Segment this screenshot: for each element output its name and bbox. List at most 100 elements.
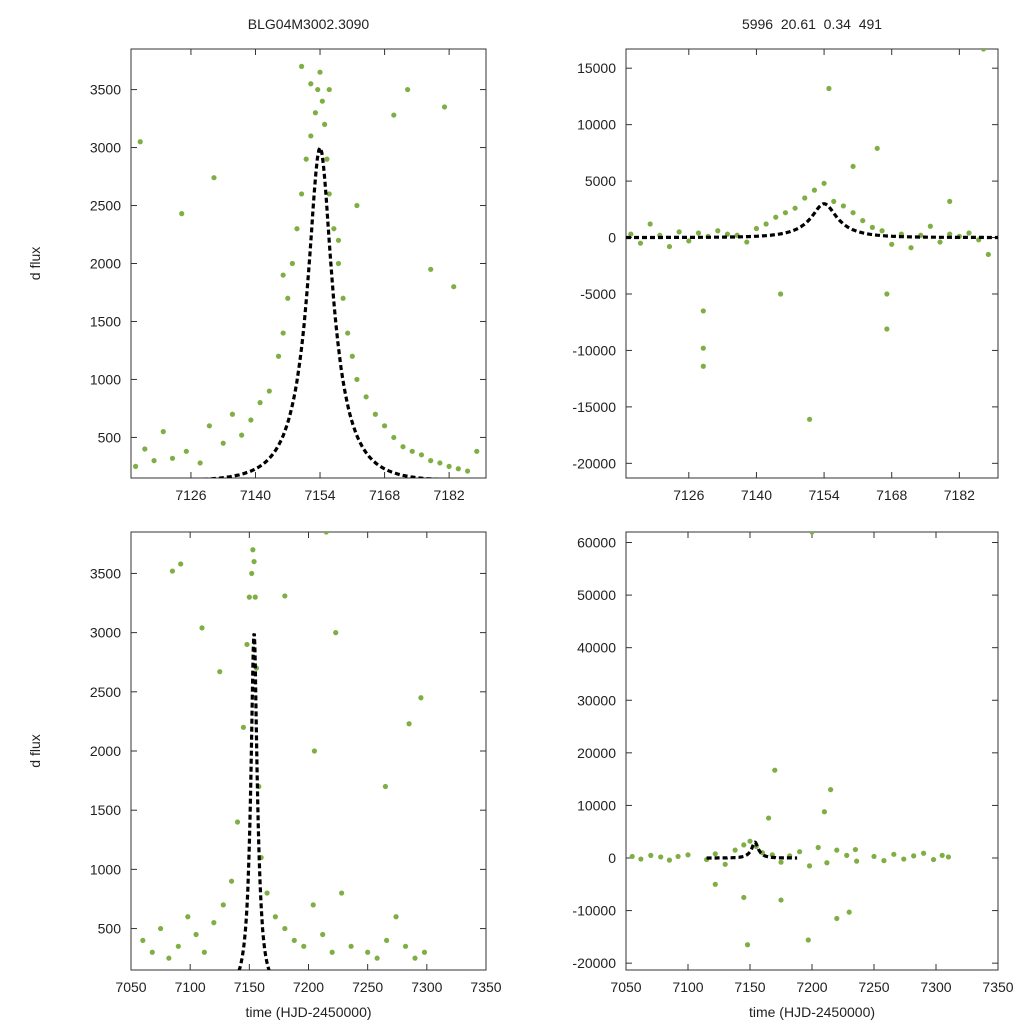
- data-point: [821, 809, 828, 815]
- y-tick-label: -20000: [572, 955, 616, 971]
- data-point: [647, 221, 653, 227]
- y-tick-label: 2000: [90, 256, 121, 272]
- data-point: [676, 229, 682, 235]
- data-point: [637, 240, 644, 246]
- data-point: [211, 920, 217, 926]
- y-tick-label: 50000: [577, 587, 616, 603]
- panel-top-left: 7126 7140 7154 7168 7182 500 1000 1500 2000 2500 3…: [27, 16, 487, 503]
- plot-frame: [625, 48, 999, 479]
- data-point: [160, 429, 166, 435]
- data-point: [428, 266, 434, 272]
- data-points: [140, 532, 428, 961]
- data-point: [329, 949, 335, 955]
- y-tick-label: 3000: [90, 140, 121, 156]
- data-point: [911, 853, 917, 859]
- data-point: [850, 210, 856, 216]
- y-tick-label: -20000: [572, 455, 616, 471]
- y-axis-label: d flux: [27, 734, 43, 767]
- data-point: [850, 163, 856, 170]
- x-tick-label: 7200: [293, 979, 324, 995]
- data-point: [326, 191, 332, 197]
- data-point: [308, 81, 314, 87]
- y-tick-label: 60000: [577, 535, 616, 551]
- data-point: [815, 844, 821, 851]
- data-point: [831, 198, 837, 205]
- data-point: [806, 416, 813, 422]
- data-point: [257, 400, 263, 406]
- data-points: [629, 532, 952, 948]
- model-curve: [237, 633, 271, 970]
- data-point: [310, 902, 316, 908]
- x-tick-label: 7126: [175, 487, 206, 503]
- data-point: [234, 819, 241, 825]
- data-point: [220, 440, 226, 446]
- data-point: [421, 949, 428, 955]
- data-point: [821, 180, 827, 186]
- x-tick-label: 7154: [304, 487, 335, 503]
- data-point: [732, 847, 738, 853]
- data-point: [638, 856, 644, 862]
- data-point: [715, 228, 721, 234]
- data-point: [345, 330, 351, 336]
- data-point: [308, 133, 314, 139]
- x-axis-label: time (HJD-2450000): [749, 1004, 875, 1020]
- data-point: [384, 937, 390, 944]
- data-point: [340, 295, 346, 301]
- data-point: [980, 49, 987, 52]
- data-point: [889, 241, 895, 247]
- data-point: [826, 85, 832, 92]
- data-point: [773, 214, 779, 220]
- data-point: [323, 532, 329, 535]
- y-tick-label: 2000: [90, 743, 121, 759]
- data-point: [317, 69, 323, 75]
- data-point: [280, 272, 286, 278]
- y-tick-label: 40000: [577, 640, 616, 656]
- data-point: [142, 446, 148, 452]
- y-tick-label: 0: [608, 850, 616, 866]
- data-point: [744, 239, 750, 245]
- data-point: [766, 815, 772, 821]
- x-tick-label: 7350: [982, 979, 1013, 995]
- data-point: [354, 376, 360, 383]
- data-points: [628, 49, 991, 422]
- data-point: [280, 330, 286, 336]
- x-tick-label: 7126: [673, 487, 704, 503]
- data-point: [335, 237, 342, 243]
- y-tick-label: 10000: [577, 117, 616, 133]
- x-tick-label: 7300: [411, 979, 442, 995]
- data-point: [217, 669, 223, 675]
- x-tick-label: 7300: [920, 979, 951, 995]
- data-point: [412, 955, 418, 961]
- data-point: [778, 897, 784, 903]
- data-point: [844, 852, 850, 858]
- model-curve: [626, 202, 998, 240]
- data-point: [753, 225, 760, 232]
- data-point: [455, 466, 461, 472]
- data-point: [772, 767, 778, 773]
- data-point: [179, 211, 185, 217]
- data-point: [320, 931, 326, 938]
- data-point: [945, 854, 952, 860]
- data-point: [854, 858, 860, 864]
- data-point: [418, 695, 424, 701]
- panel-bottom-right: 7050 7100 7150 7200 7250 7300 7350 60000 50000 40…: [572, 531, 1014, 1020]
- data-point: [201, 949, 207, 955]
- data-point: [193, 931, 199, 938]
- data-point: [747, 838, 753, 844]
- data-point: [675, 853, 681, 860]
- data-point: [335, 260, 342, 267]
- data-point: [250, 547, 256, 553]
- data-point: [985, 251, 991, 258]
- data-point: [169, 568, 176, 574]
- data-point: [409, 448, 415, 454]
- data-point: [901, 856, 907, 862]
- data-point: [175, 943, 181, 949]
- data-point: [178, 561, 184, 567]
- data-point: [441, 104, 448, 110]
- data-point: [881, 858, 887, 864]
- y-axis-label: d flux: [27, 247, 43, 280]
- x-tick-label: 7350: [470, 979, 501, 995]
- data-point: [199, 625, 205, 631]
- x-tick-label: 7050: [115, 979, 146, 995]
